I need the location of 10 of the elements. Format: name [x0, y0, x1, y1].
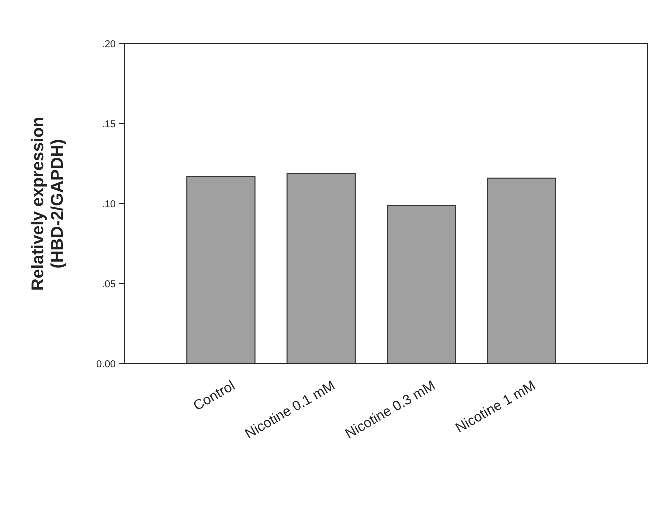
- bar: [286, 173, 356, 364]
- y-tick-label: .10: [102, 200, 116, 210]
- y-tick-label: .05: [102, 280, 116, 290]
- y-tick-label: .20: [102, 40, 116, 50]
- bar: [387, 205, 456, 364]
- y-tick-label: 0.00: [96, 360, 116, 370]
- y-tick-label: .15: [102, 120, 116, 130]
- bar: [487, 178, 556, 364]
- y-axis-title: Relatively expression (HBD-2/GAPDH): [28, 117, 68, 291]
- bar: [186, 176, 256, 364]
